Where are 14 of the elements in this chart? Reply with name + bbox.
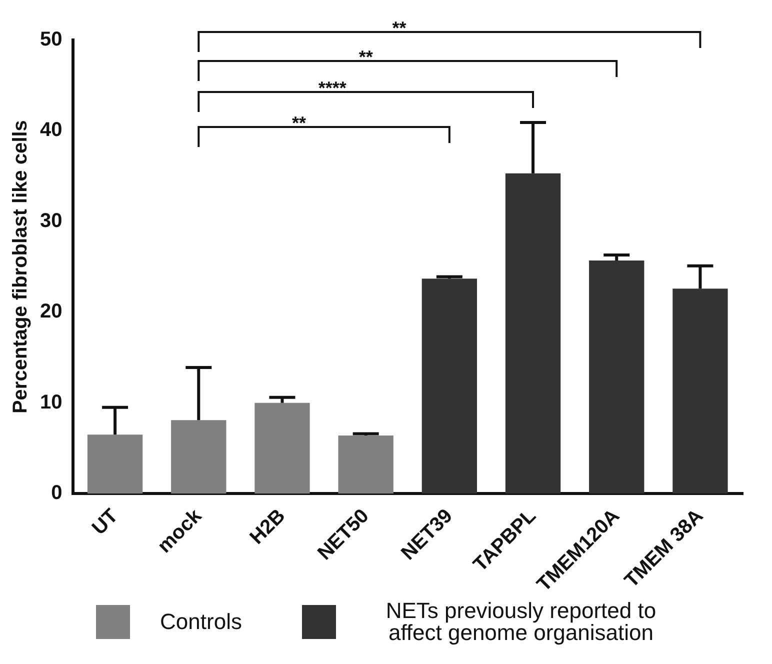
y-tick-label: 30 xyxy=(40,210,62,232)
y-tick-label: 50 xyxy=(40,28,62,51)
annotation: ** xyxy=(292,112,306,133)
annotation: **** xyxy=(318,78,346,98)
y-tick-label: 0 xyxy=(51,482,62,504)
annotation: ** xyxy=(358,46,373,67)
text: ** xyxy=(392,18,406,38)
legend-label: NETs previously reported to affect genome organisation xyxy=(384,598,658,645)
y-tick-label: 20 xyxy=(40,300,62,323)
legend-label: Controls xyxy=(160,609,242,634)
y-tick-label: 10 xyxy=(40,391,62,414)
x-tick-label: UT xyxy=(88,504,122,540)
y-axis-title: Percentage fibroblast like cells xyxy=(10,120,32,414)
y-tick-label: 40 xyxy=(40,119,62,142)
